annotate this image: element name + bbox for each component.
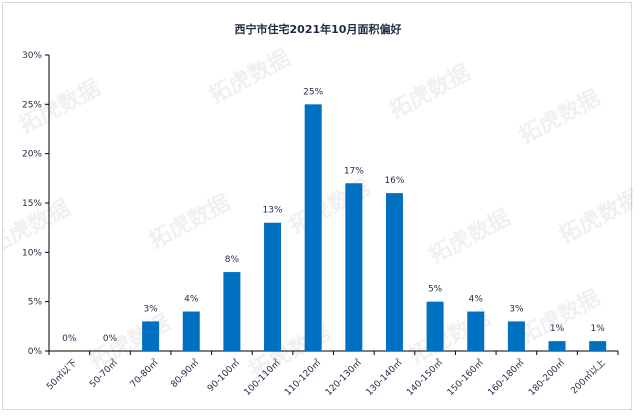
watermark: 拓虎数据 bbox=[85, 310, 175, 374]
watermark: 拓虎数据 bbox=[425, 205, 515, 269]
x-tick-label: 50㎡以下 bbox=[44, 357, 79, 392]
bar bbox=[345, 183, 363, 351]
bar-series bbox=[142, 104, 607, 351]
x-tick-label: 160-180㎡ bbox=[486, 357, 527, 398]
x-tick-label: 200㎡以上 bbox=[569, 357, 608, 396]
data-label: 17% bbox=[344, 166, 364, 176]
x-tick-label: 90-100㎡ bbox=[205, 357, 242, 394]
data-label: 0% bbox=[103, 334, 118, 344]
x-tick-label: 180-200㎡ bbox=[526, 357, 567, 398]
data-labels: 0% 0% 3% 4% 8% 13% 25% 17% 16% 5% 4% 3% 1% 1% bbox=[62, 87, 605, 344]
data-label: 25% bbox=[303, 87, 323, 97]
bar bbox=[589, 341, 607, 351]
watermark: 拓虎数据 bbox=[515, 85, 605, 149]
x-tick-label: 80-90㎡ bbox=[169, 357, 202, 390]
x-axis: 50㎡以下 50-70㎡ 70-80㎡ 80-90㎡ 90-100㎡ 100-110㎡ 11… bbox=[44, 350, 619, 398]
watermark: 拓虎数据 bbox=[555, 185, 633, 249]
y-tick-label: 10% bbox=[22, 248, 42, 258]
data-label: 5% bbox=[428, 285, 443, 295]
y-tick-label: 5% bbox=[28, 298, 43, 308]
watermark: 拓虎数据 bbox=[205, 45, 295, 109]
data-label: 13% bbox=[263, 206, 283, 216]
data-label: 3% bbox=[143, 304, 158, 314]
bar bbox=[385, 193, 403, 351]
x-tick-label: 130-140㎡ bbox=[364, 357, 405, 398]
y-tick-label: 30% bbox=[22, 51, 42, 61]
data-label: 1% bbox=[591, 324, 606, 334]
data-label: 4% bbox=[469, 295, 484, 305]
data-label: 4% bbox=[184, 295, 199, 305]
y-tick-label: 15% bbox=[22, 199, 42, 209]
bar bbox=[467, 311, 485, 351]
y-tick-label: 0% bbox=[28, 347, 43, 357]
bar bbox=[548, 341, 566, 351]
bar bbox=[507, 321, 525, 351]
y-tick-label: 20% bbox=[22, 150, 42, 160]
bar bbox=[142, 321, 160, 351]
bar bbox=[223, 272, 241, 351]
data-label: 3% bbox=[509, 304, 524, 314]
y-axis: 0% 5% 10% 15% 20% 25% 30% bbox=[22, 51, 50, 357]
data-label: 8% bbox=[225, 255, 240, 265]
bar bbox=[304, 104, 322, 351]
x-tick-label: 120-130㎡ bbox=[323, 357, 364, 398]
watermark: 拓虎数据 bbox=[515, 285, 605, 349]
x-tick-label: 70-80㎡ bbox=[128, 357, 161, 390]
y-tick-label: 25% bbox=[22, 100, 42, 110]
watermark: 拓虎数据 bbox=[145, 190, 235, 254]
bar bbox=[264, 222, 282, 351]
bar bbox=[182, 311, 200, 351]
data-label: 1% bbox=[550, 324, 565, 334]
data-label: 16% bbox=[384, 176, 404, 186]
x-tick-label: 150-160㎡ bbox=[445, 357, 486, 398]
data-label: 0% bbox=[62, 334, 77, 344]
chart-title: 西宁市住宅2021年10月面积偏好 bbox=[235, 22, 402, 36]
chart-frame: 西宁市住宅2021年10月面积偏好 拓虎数据 拓虎数据 拓虎数据 拓虎数据 拓虎数据 拓虎… bbox=[2, 2, 633, 410]
watermark: 拓虎数据 bbox=[385, 60, 475, 124]
bar bbox=[426, 301, 444, 351]
